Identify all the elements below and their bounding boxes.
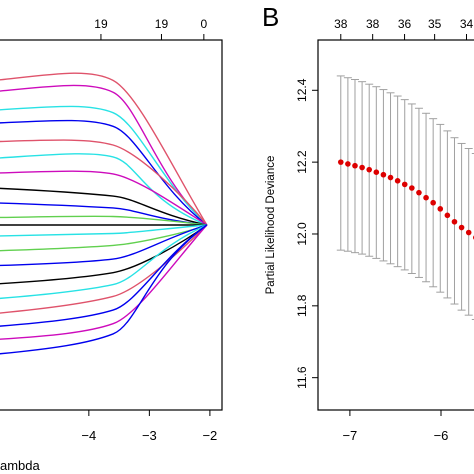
- deviance-point: [409, 185, 415, 191]
- top-tick-label: 35: [428, 17, 442, 31]
- coefficient-path-6: [0, 153, 208, 226]
- x-tick-label: −6: [434, 428, 449, 443]
- deviance-x-axis: −7 −6: [342, 410, 448, 443]
- deviance-point: [444, 212, 451, 219]
- coefficient-path-20: [0, 224, 208, 355]
- coefficient-paths: [0, 72, 208, 355]
- deviance-point: [423, 194, 429, 201]
- coefficient-path-9: [0, 202, 207, 226]
- y-tick-label: 11.6: [295, 366, 309, 389]
- top-tick-label: 38: [334, 17, 348, 31]
- deviance-point: [401, 181, 408, 188]
- deviance-point: [387, 174, 394, 181]
- coefficient-path-10: [0, 215, 207, 226]
- y-tick-label: 12.2: [295, 150, 309, 174]
- deviance-point: [373, 169, 380, 175]
- top-tick-label: 19: [94, 17, 108, 31]
- cross-validation-panel: B −7 −6 11.6 11.8 12.0 12.2 12.4 38 38 36 35 34 P…: [262, 2, 474, 443]
- coefficient-path-18: [0, 224, 208, 327]
- coefficient-plot-frame: [0, 39, 223, 411]
- coefficient-path-12: [0, 224, 207, 237]
- y-tick-label: 11.8: [295, 294, 309, 317]
- x-tick-label: −2: [202, 428, 217, 443]
- coefficient-x-axis-label: ambda: [0, 458, 41, 473]
- coefficient-path-2: [0, 84, 208, 226]
- coefficient-top-axis: 19 19 0: [94, 17, 207, 40]
- coefficient-path-14: [0, 224, 208, 267]
- x-tick-label: −3: [142, 428, 157, 443]
- panel-label-b: B: [262, 2, 279, 32]
- top-tick-label: 19: [155, 17, 169, 31]
- coefficient-path-17: [0, 224, 208, 314]
- x-tick-label: −7: [342, 428, 357, 443]
- deviance-top-axis: 38 38 36 35 34: [334, 17, 474, 40]
- deviance-y-axis-label: Partial Likelihood Deviance: [265, 156, 277, 295]
- deviance-point: [394, 178, 401, 184]
- coefficient-x-axis: −4 −3 −2: [81, 410, 217, 443]
- top-tick-label: 0: [200, 17, 207, 31]
- top-tick-label: 38: [366, 17, 380, 31]
- deviance-point: [352, 162, 358, 169]
- deviance-point: [458, 224, 465, 231]
- deviance-point: [366, 166, 373, 173]
- deviance-point: [437, 206, 444, 212]
- top-tick-label: 34: [460, 17, 474, 31]
- deviance-point: [465, 229, 472, 236]
- deviance-point: [359, 164, 365, 171]
- x-tick-label: −4: [81, 428, 96, 443]
- deviance-points: [337, 159, 474, 240]
- deviance-point: [337, 159, 344, 165]
- coefficient-path-13: [0, 224, 208, 252]
- coefficient-path-1: [0, 72, 208, 226]
- coefficient-path-4: [0, 119, 208, 226]
- coefficient-path-8: [0, 187, 208, 226]
- coefficient-path-16: [0, 224, 208, 300]
- top-tick-label: 36: [398, 17, 412, 31]
- coefficient-path-7: [0, 170, 208, 226]
- y-tick-label: 12.4: [295, 78, 309, 102]
- deviance-point: [380, 171, 387, 178]
- deviance-point: [430, 199, 436, 206]
- error-bars: [336, 75, 474, 320]
- deviance-point: [451, 218, 458, 225]
- deviance-point: [416, 189, 422, 196]
- deviance-plot-frame: [317, 39, 474, 411]
- coefficient-path-panel: −4 −3 −2 19 19 0 ambda: [0, 17, 223, 473]
- coefficient-path-5: [0, 139, 208, 226]
- deviance-point: [345, 161, 351, 167]
- coefficient-path-3: [0, 105, 208, 226]
- coefficient-path-19: [0, 224, 208, 340]
- coefficient-path-15: [0, 224, 208, 285]
- y-tick-label: 12.0: [295, 222, 309, 246]
- deviance-y-axis: 11.6 11.8 12.0 12.2 12.4: [295, 78, 318, 389]
